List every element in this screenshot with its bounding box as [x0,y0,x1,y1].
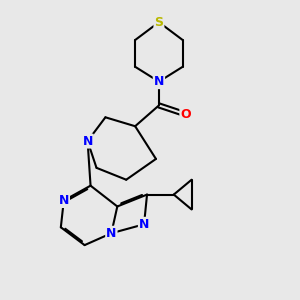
Text: N: N [106,227,116,240]
Text: S: S [154,16,164,29]
Text: N: N [58,194,69,207]
Text: N: N [82,135,93,148]
Text: N: N [154,75,164,88]
Text: N: N [139,218,149,231]
Text: O: O [180,108,191,121]
